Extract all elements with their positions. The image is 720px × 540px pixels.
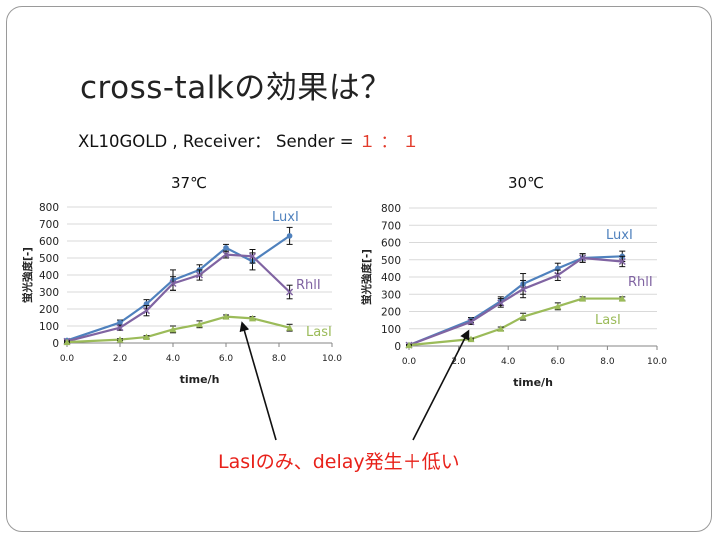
series-label-rhl: RhlI: [628, 275, 653, 290]
data-point-rhli: [467, 318, 475, 326]
callout-arrow-30c: [412, 329, 470, 441]
slide-title: cross-talkの効果は？: [80, 70, 392, 106]
series-line-luxi: [408, 255, 623, 347]
x-tick-label: 4.0: [166, 354, 181, 364]
data-point-rhli: [116, 324, 124, 332]
data-point-lasi: [222, 313, 230, 320]
y-tick-label: 200: [381, 307, 401, 319]
series-label-las: LasI: [595, 313, 621, 328]
subtitle-prefix: XL10GOLD , Receiver： Sender =: [78, 132, 359, 151]
x-tick-label: 0.0: [60, 354, 75, 364]
x-tick-label: 6.0: [551, 357, 566, 367]
data-point-lasi: [143, 333, 150, 341]
series-label-las: LasI: [306, 325, 332, 340]
x-tick-label: 2.0: [451, 357, 466, 367]
x-axis-title: time/h: [180, 373, 220, 386]
chart-30-title: 30℃: [508, 174, 544, 192]
data-point-rhli: [618, 257, 626, 266]
y-axis-title: 蛍光強度[-]: [21, 247, 34, 303]
data-point-rhli: [142, 307, 151, 315]
data-point-rhli: [195, 271, 204, 279]
x-tick-label: 8.0: [600, 357, 615, 367]
data-point-rhli: [222, 251, 230, 259]
y-tick-label: 100: [381, 324, 401, 336]
y-tick-label: 600: [381, 238, 401, 250]
slide-frame: [6, 6, 712, 532]
data-point-lasi: [169, 325, 177, 333]
data-point-rhli: [248, 252, 257, 260]
subtitle-ratio: １ ： １: [358, 132, 419, 151]
y-tick-label: 500: [39, 253, 59, 265]
x-axis-title: time/h: [513, 376, 553, 389]
slide-subtitle: XL10GOLD , Receiver： Sender = １ ： １: [78, 128, 419, 152]
data-point-lasi: [63, 338, 71, 346]
y-tick-label: 300: [381, 289, 401, 301]
y-tick-label: 400: [39, 270, 59, 282]
series-label-lux: LuxI: [606, 228, 633, 243]
series-label-lux: LuxI: [272, 210, 299, 225]
data-point-rhli: [497, 299, 505, 307]
data-point-rhli: [554, 271, 562, 279]
chart-37c: 0 100 200 300 400 500 600 700 800 0.0 2.0 4.0 6.0 8.0…: [21, 202, 342, 386]
callout-arrow-37c: [239, 321, 277, 441]
data-point-rhli: [579, 254, 587, 262]
y-tick-label: 0: [394, 341, 401, 353]
chart-37-title: 37℃: [171, 174, 207, 192]
data-point-rhli: [169, 279, 177, 288]
series-line-lasi: [66, 315, 290, 344]
y-tick-label: 100: [39, 321, 59, 333]
series-line-lasi: [408, 297, 623, 347]
callout-text: LasIのみ、delay発生＋低い: [218, 451, 460, 473]
data-point-luxi: [117, 319, 123, 326]
y-tick-label: 700: [39, 219, 59, 231]
data-point-lasi: [405, 341, 413, 349]
data-point-lasi: [116, 336, 124, 343]
chart-30c: 0 100 200 300 400 500 600 700 800 0.0 2.0 4.0 6.0 8.0…: [360, 203, 667, 389]
x-tick-label: 2.0: [113, 354, 128, 364]
data-point-lasi: [618, 295, 626, 302]
data-point-lasi: [519, 313, 527, 320]
series-line-rhli: [408, 256, 623, 347]
y-tick-label: 800: [39, 202, 59, 214]
x-tick-label: 8.0: [272, 354, 287, 364]
x-tick-label: 10.0: [322, 354, 342, 364]
x-tick-label: 10.0: [647, 357, 667, 367]
data-point-lasi: [249, 314, 256, 322]
data-point-luxi: [223, 245, 229, 251]
data-point-lasi: [554, 302, 562, 310]
data-point-rhli: [519, 285, 527, 293]
series-line-rhli: [66, 253, 291, 343]
x-tick-label: 0.0: [402, 357, 417, 367]
y-tick-label: 500: [381, 255, 401, 267]
series-label-rhl: RhlI: [296, 278, 321, 293]
y-tick-label: 300: [39, 287, 59, 299]
y-tick-label: 800: [381, 203, 401, 215]
y-tick-label: 200: [39, 304, 59, 316]
x-tick-label: 6.0: [219, 354, 234, 364]
data-point-lasi: [196, 320, 203, 328]
data-point-rhli: [286, 288, 294, 296]
y-tick-label: 0: [52, 338, 59, 350]
data-point-lasi: [286, 324, 294, 331]
y-tick-label: 400: [381, 272, 401, 284]
data-point-luxi: [286, 233, 293, 239]
y-tick-label: 600: [39, 236, 59, 248]
y-tick-label: 700: [381, 220, 401, 232]
series-line-luxi: [66, 234, 291, 342]
data-point-lasi: [497, 325, 505, 332]
y-axis-title: 蛍光強度[-]: [360, 249, 373, 305]
x-tick-label: 4.0: [501, 357, 516, 367]
data-point-lasi: [579, 295, 587, 302]
